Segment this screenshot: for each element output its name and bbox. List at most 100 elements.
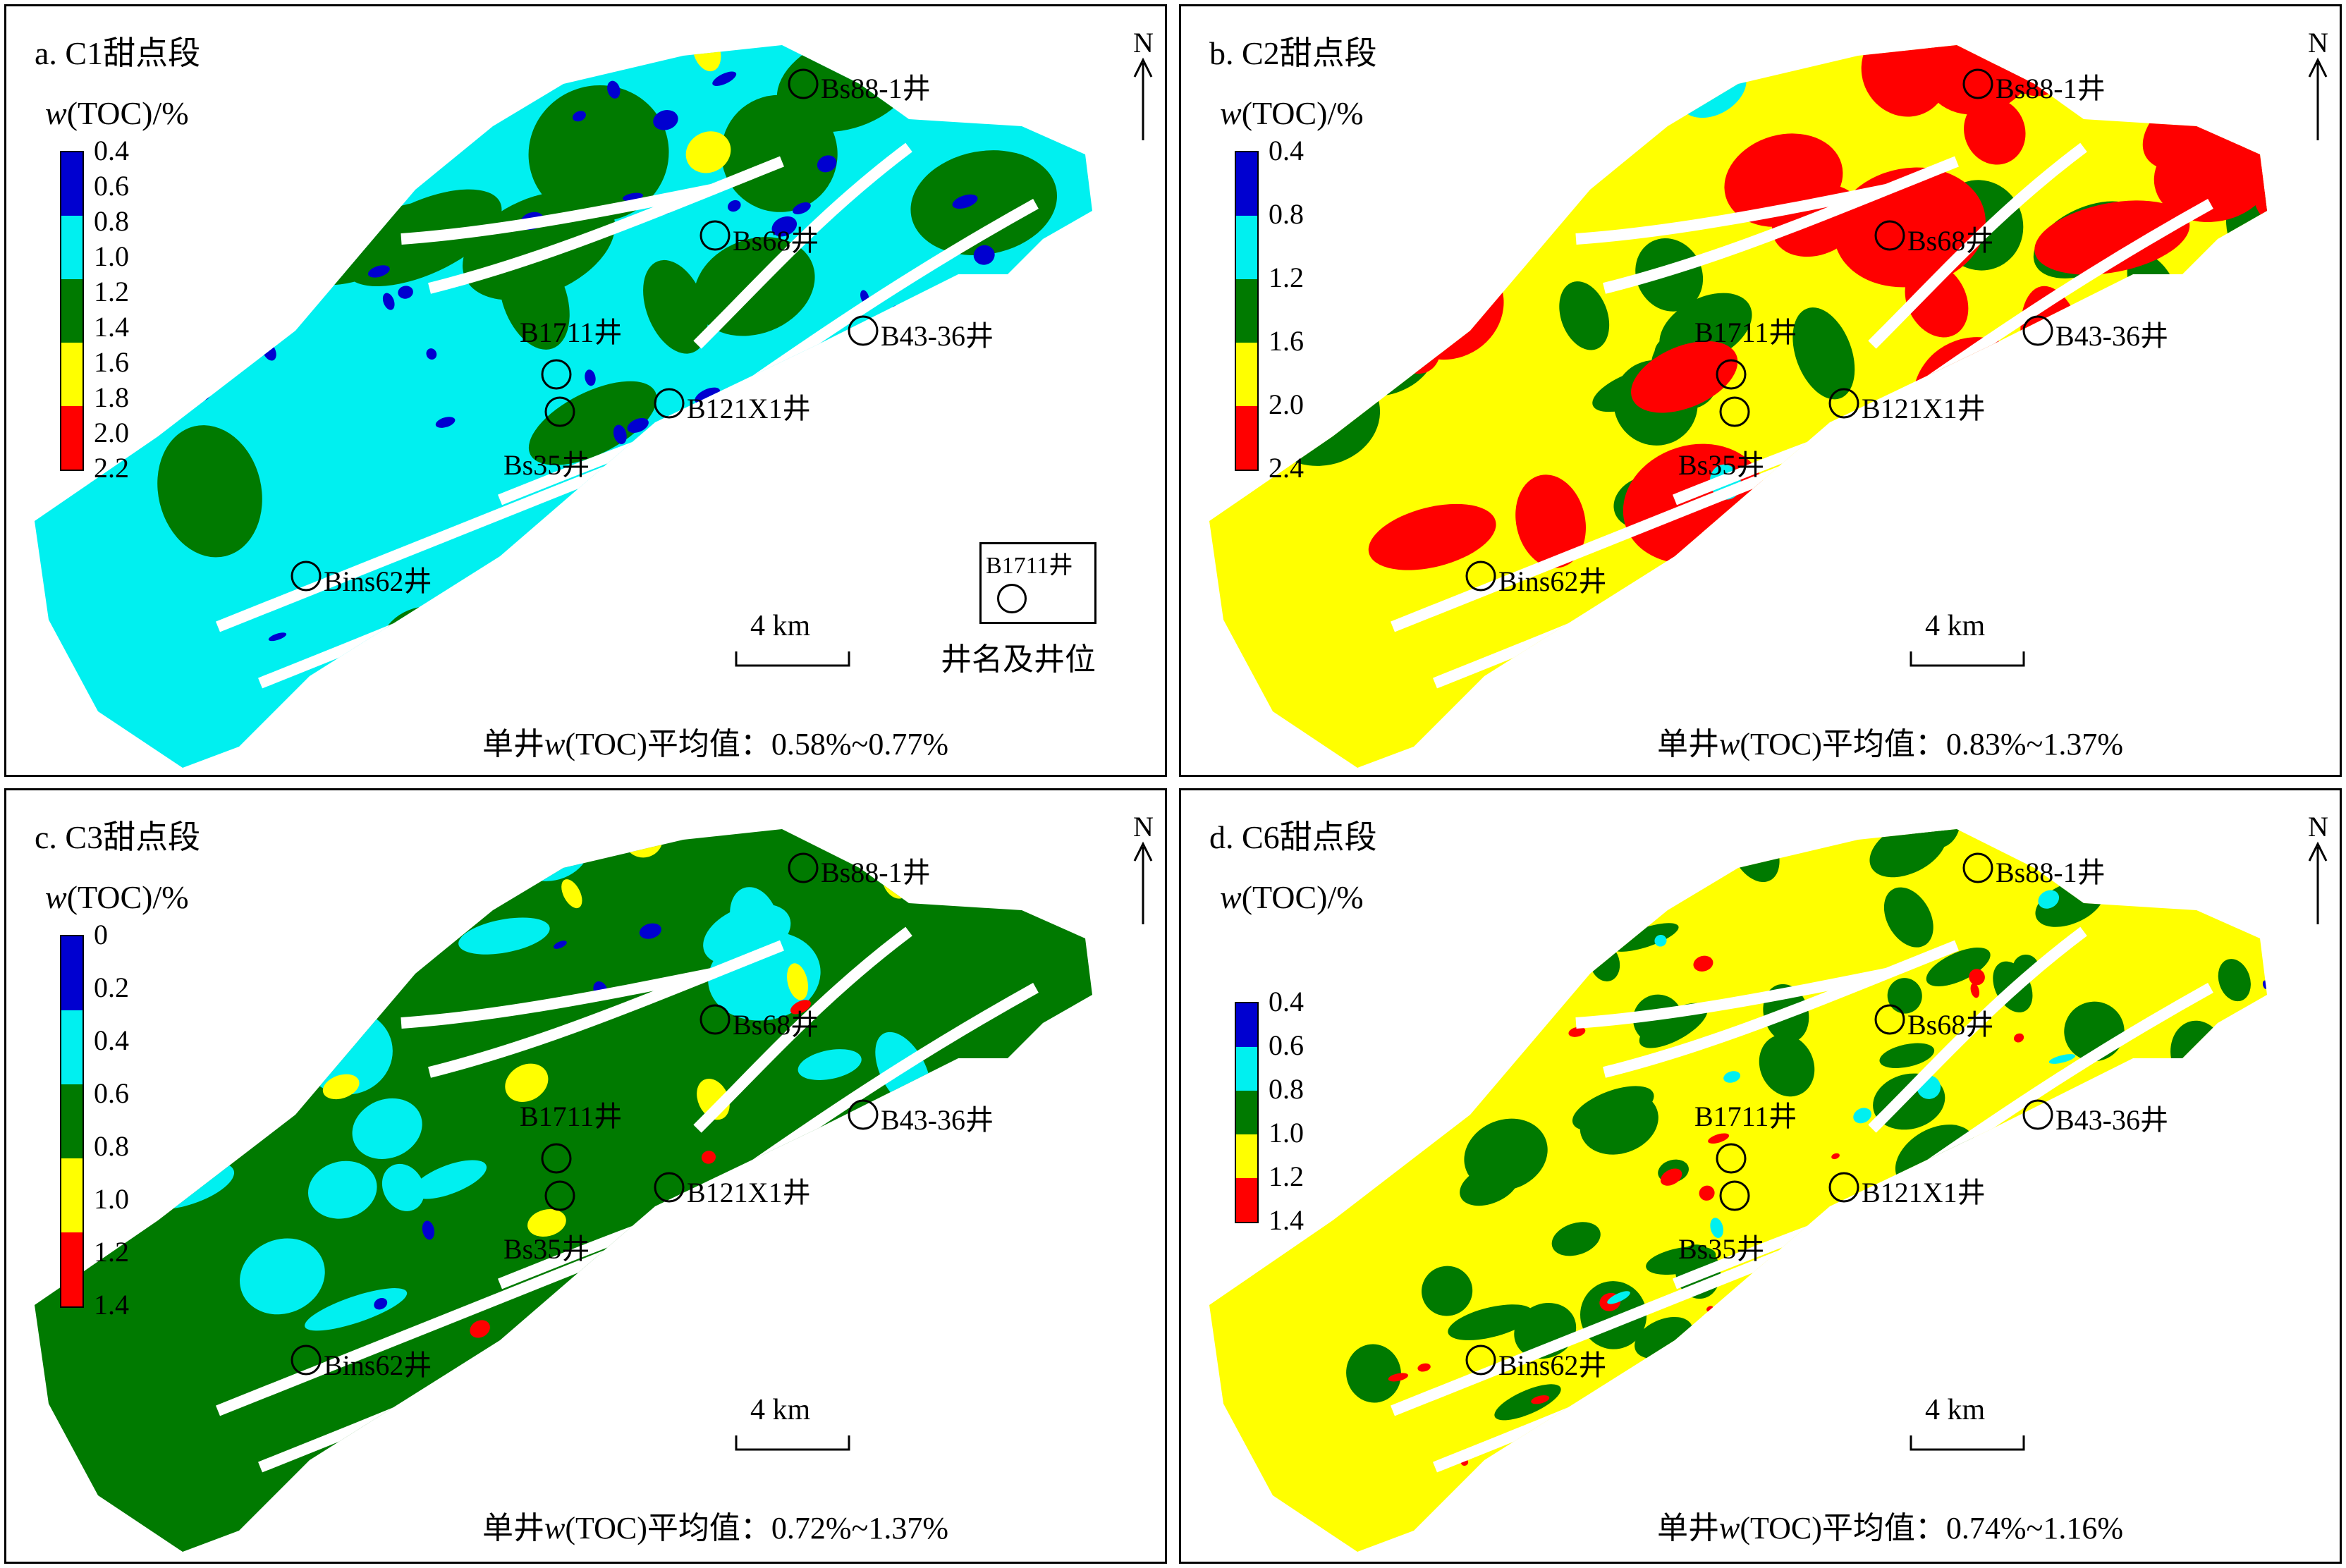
toc-patch <box>1969 969 1985 986</box>
toc-patch <box>1423 95 1479 158</box>
toc-patch <box>1110 1054 1166 1098</box>
fault-trace <box>216 452 643 632</box>
toc-patch <box>1368 503 1496 570</box>
toc-patch <box>236 964 248 976</box>
toc-patch <box>2343 424 2344 553</box>
well-label: B1711井 <box>520 317 623 348</box>
well-marker <box>1719 396 1750 427</box>
toc-patch <box>271 173 289 185</box>
well-label: B121X1井 <box>1862 1177 1986 1208</box>
toc-patch <box>939 862 985 888</box>
panel-title: a. C1甜点段 <box>35 35 201 71</box>
toc-patch <box>270 78 286 93</box>
legend-title: w(TOC)/% <box>45 879 189 915</box>
fault-trace <box>1575 968 1888 1029</box>
toc-patch <box>1019 45 1077 102</box>
well-marker <box>291 1345 322 1376</box>
toc-patch <box>347 829 381 837</box>
toc-patch <box>2197 45 2267 75</box>
toc-patch <box>1479 972 1494 979</box>
legend-color-bar <box>1235 1002 1259 1223</box>
legend-tick-label: 1.2 <box>1269 1160 1304 1192</box>
toc-patch <box>1503 982 1519 991</box>
legend-tick-label: 2.0 <box>94 417 129 448</box>
toc-patch <box>374 1297 388 1310</box>
well-marker <box>788 852 819 883</box>
study-area-fill <box>35 829 1092 1552</box>
toc-patch <box>426 348 437 360</box>
toc-patch <box>729 790 762 791</box>
toc-patch <box>1676 874 1691 885</box>
well-label: B1711井 <box>1694 317 1797 348</box>
toc-patch <box>458 917 550 955</box>
fault-trace <box>1868 142 2087 349</box>
toc-patch <box>1110 374 1134 388</box>
toc-patch <box>1386 82 1521 179</box>
toc-patch <box>382 293 395 310</box>
toc-patch <box>798 1049 862 1080</box>
toc-patch <box>2218 6 2307 24</box>
toc-patch <box>2207 463 2267 520</box>
well-label: Bs68井 <box>1907 225 1994 257</box>
toc-patch <box>1863 1307 1940 1368</box>
toc-patch <box>1112 1132 1154 1177</box>
toc-patch <box>860 1288 940 1339</box>
toc-patch <box>1693 955 1713 972</box>
toc-patch <box>793 202 811 214</box>
toc-patch <box>1584 799 1598 808</box>
toc-patch <box>243 63 255 79</box>
toc-patch <box>986 45 1057 93</box>
toc-patch <box>1158 368 1169 391</box>
study-area-fill <box>1209 829 2267 1552</box>
toc-patch <box>1568 1027 1586 1037</box>
toc-map <box>35 22 1169 768</box>
key-well-name: B1711井 <box>986 553 1073 579</box>
legend-tick-label: 0.4 <box>94 135 129 166</box>
legend-tick-label: 0.6 <box>94 1077 129 1109</box>
toc-patch <box>1424 829 1446 835</box>
north-arrow-icon <box>2308 841 2328 924</box>
toc-patch <box>1698 6 1857 10</box>
scale-bar <box>1910 651 2025 667</box>
toc-patch <box>573 111 586 122</box>
toc-patch <box>2064 367 2173 470</box>
legend-tick-label: 0.8 <box>1269 198 1304 230</box>
toc-patch <box>1154 790 1169 819</box>
toc-patch <box>1096 916 1132 962</box>
well-marker <box>1465 1345 1496 1376</box>
toc-patch <box>1325 1091 1400 1151</box>
toc-patch <box>322 1074 360 1100</box>
toc-patch <box>1575 790 1656 835</box>
toc-patch <box>683 45 697 47</box>
toc-patch <box>1103 209 1115 219</box>
toc-patch <box>505 1063 549 1102</box>
toc-patch <box>528 85 669 222</box>
toc-patch <box>1059 1043 1074 1058</box>
toc-patch <box>2194 45 2267 121</box>
well-marker <box>1828 1172 1859 1203</box>
toc-patch <box>1086 376 1092 393</box>
toc-patch <box>1853 1108 1871 1124</box>
well-marker <box>544 1180 575 1211</box>
legend-tick-label: 0.8 <box>94 1130 129 1162</box>
toc-patch <box>2290 1086 2335 1128</box>
toc-patch <box>2133 1354 2151 1366</box>
toc-patch <box>398 286 413 299</box>
well-label: Bs88-1井 <box>821 73 931 104</box>
toc-patch <box>701 1151 716 1164</box>
toc-patch <box>205 790 331 801</box>
toc-patch <box>1556 829 1618 836</box>
toc-patch <box>1346 1344 1401 1403</box>
toc-patch <box>352 1098 422 1159</box>
toc-patch <box>2048 1054 2076 1064</box>
well-label: Bs88-1井 <box>1996 857 2106 888</box>
well-marker <box>1828 388 1859 419</box>
toc-patch <box>1926 947 1991 986</box>
legend-title: w(TOC)/% <box>45 95 189 131</box>
north-arrow-icon <box>1133 841 1153 924</box>
toc-patch <box>1464 1118 1548 1191</box>
well-marker <box>541 1143 572 1174</box>
toc-patch <box>1478 6 1558 43</box>
toc-patch <box>1140 1112 1168 1136</box>
toc-patch <box>931 22 955 39</box>
